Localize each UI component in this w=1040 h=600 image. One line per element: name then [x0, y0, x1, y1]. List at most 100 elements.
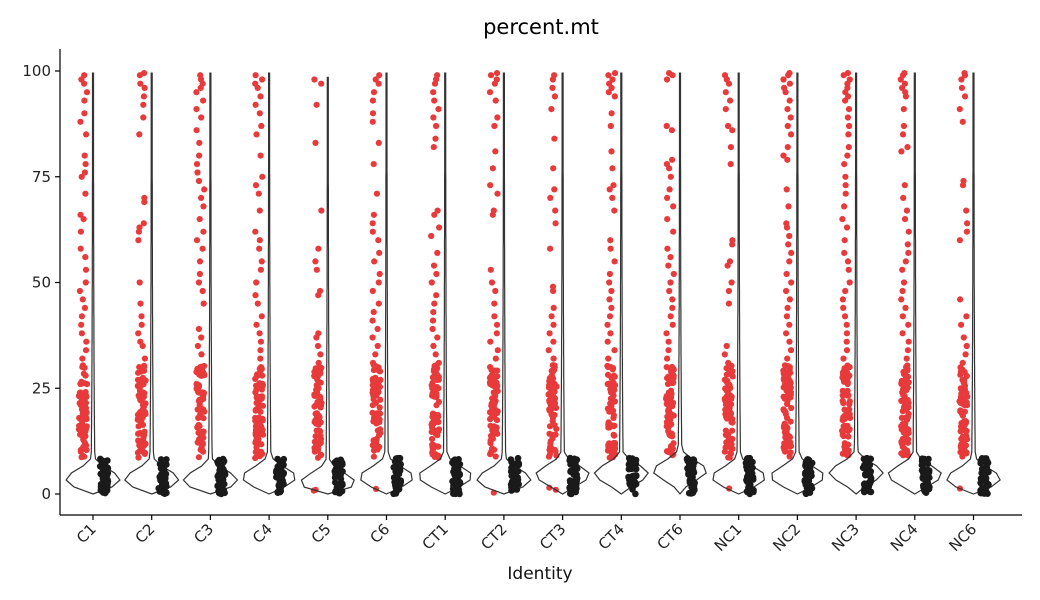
outlier-point	[546, 430, 553, 437]
outlier-point	[783, 313, 791, 320]
x-tick-label: CT4	[595, 520, 628, 553]
outlier-point	[729, 127, 736, 134]
outlier-point	[842, 365, 849, 373]
outlier-point	[253, 399, 260, 406]
bulk-point	[866, 461, 873, 469]
bulk-point	[802, 481, 809, 488]
outlier-point	[257, 347, 264, 354]
bulk-point	[978, 489, 985, 497]
outlier-point	[956, 237, 964, 244]
outlier-point	[905, 410, 912, 417]
outlier-point	[318, 80, 325, 87]
outlier-point	[195, 279, 202, 286]
outlier-point	[784, 106, 791, 113]
outlier-point	[958, 400, 965, 407]
bulk-point	[920, 470, 927, 477]
outlier-point	[842, 97, 849, 104]
violin-shape	[300, 76, 355, 495]
bulk-point	[921, 455, 928, 463]
outlier-point	[786, 338, 793, 345]
x-tick-label: CT1	[419, 520, 452, 553]
outlier-point	[79, 355, 86, 362]
outlier-point	[493, 384, 500, 391]
outlier-point	[899, 330, 906, 337]
outlier-point	[723, 387, 730, 394]
outlier-point	[784, 425, 791, 432]
bulk-point	[97, 455, 104, 463]
outlier-point	[724, 371, 731, 378]
outlier-point	[491, 410, 498, 417]
outlier-point	[900, 429, 907, 436]
outlier-point	[196, 258, 204, 265]
outlier-point	[962, 351, 969, 358]
outlier-point	[81, 80, 88, 87]
bulk-point	[978, 469, 985, 477]
outlier-point	[256, 207, 263, 214]
outlier-point	[667, 254, 674, 261]
outlier-point	[606, 313, 614, 320]
bulk-point	[277, 463, 285, 471]
outlier-point	[667, 173, 674, 180]
outlier-point	[664, 375, 671, 382]
outlier-point	[429, 325, 436, 333]
outlier-point	[783, 186, 790, 193]
outlier-point	[432, 351, 439, 358]
outlier-point	[548, 106, 555, 113]
outlier-point	[373, 420, 380, 427]
outlier-point	[608, 110, 615, 117]
outlier-point	[489, 165, 496, 172]
outlier-point	[606, 186, 613, 193]
outlier-point	[905, 436, 912, 443]
outlier-point	[787, 418, 794, 425]
outlier-point	[200, 300, 207, 307]
outlier-point	[611, 258, 618, 265]
outlier-point	[963, 207, 970, 214]
outlier-point	[432, 368, 439, 375]
outlier-point	[898, 296, 905, 303]
outlier-point	[491, 80, 498, 87]
outlier-point	[611, 70, 619, 77]
outlier-point	[256, 245, 263, 252]
outlier-point	[841, 203, 848, 210]
outlier-point	[845, 144, 852, 151]
outlier-point	[844, 152, 851, 159]
outlier-point	[900, 194, 907, 201]
outlier-point	[136, 394, 143, 401]
outlier-point	[199, 367, 206, 374]
outlier-point	[139, 342, 146, 350]
bulk-point	[632, 480, 640, 488]
outlier-point	[141, 84, 148, 91]
y-tick-label: 50	[32, 274, 51, 292]
outlier-point	[902, 304, 909, 311]
outlier-point	[314, 417, 321, 424]
outlier-point	[311, 76, 318, 83]
violin-group-C6	[360, 72, 413, 498]
outlier-point	[726, 454, 733, 461]
outlier-point	[546, 375, 554, 382]
outlier-point	[369, 287, 376, 295]
outlier-point	[903, 355, 910, 362]
outlier-point	[77, 118, 84, 125]
outlier-point	[784, 156, 791, 163]
bulk-point	[452, 489, 460, 496]
outlier-point	[376, 377, 383, 384]
outlier-point	[257, 355, 264, 362]
x-tick-label: C3	[190, 520, 217, 547]
outlier-point	[782, 442, 789, 449]
outlier-point	[963, 427, 970, 434]
outlier-point	[141, 199, 148, 206]
outlier-point	[489, 373, 496, 380]
outlier-point	[786, 232, 793, 240]
outlier-point	[77, 228, 84, 235]
outlier-point	[311, 403, 318, 410]
bulk-point	[454, 479, 462, 487]
outlier-point	[839, 216, 846, 223]
outlier-point	[314, 454, 322, 461]
outlier-point	[431, 211, 438, 218]
violin-shape	[946, 72, 1001, 495]
outlier-point	[604, 371, 612, 378]
outlier-point	[491, 389, 499, 396]
outlier-point	[611, 373, 618, 380]
outlier-point	[608, 422, 615, 429]
outlier-point	[369, 409, 376, 416]
